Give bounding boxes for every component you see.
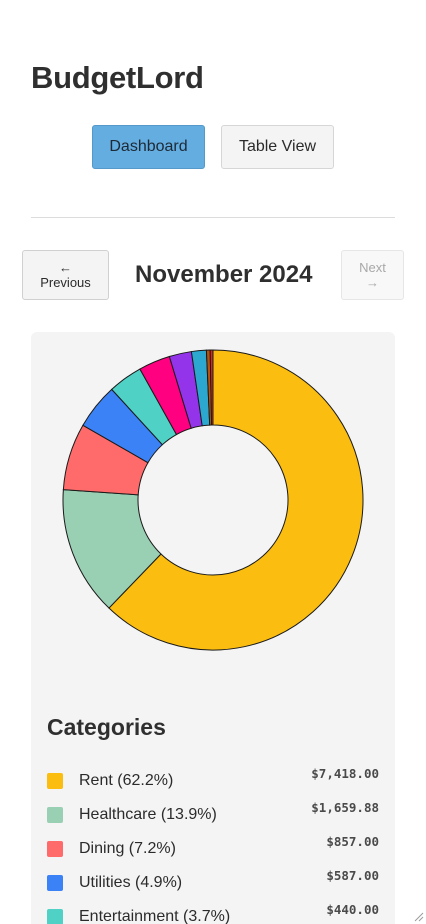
app-title: BudgetLord xyxy=(31,60,204,95)
previous-month-button[interactable]: ← Previous xyxy=(22,250,109,300)
category-row: Rent (62.2%) $7,418.00 xyxy=(47,764,379,798)
resize-grip-icon[interactable] xyxy=(412,910,424,922)
category-swatch xyxy=(47,807,63,823)
category-row: Utilities (4.9%) $587.00 xyxy=(47,866,379,900)
category-swatch xyxy=(47,909,63,924)
category-amount: $440.00 xyxy=(326,902,379,917)
divider xyxy=(31,217,395,218)
next-month-button[interactable]: Next → xyxy=(341,250,404,300)
donut-slice[interactable] xyxy=(209,349,214,426)
next-label: Next xyxy=(359,260,386,275)
dashboard-button[interactable]: Dashboard xyxy=(92,125,205,169)
categories-heading: Categories xyxy=(47,714,166,740)
category-list: Rent (62.2%) $7,418.00 Healthcare (13.9%) $… xyxy=(47,764,379,924)
category-label: Healthcare (13.9%) xyxy=(79,806,217,823)
category-label: Dining (7.2%) xyxy=(79,840,176,857)
category-row: Entertainment (3.7%) $440.00 xyxy=(47,900,379,924)
category-donut-chart xyxy=(62,349,364,651)
category-amount: $1,659.88 xyxy=(311,800,379,815)
category-amount: $587.00 xyxy=(326,868,379,883)
month-title: November 2024 xyxy=(135,261,313,288)
summary-card: Categories Rent (62.2%) $7,418.00 Healthca… xyxy=(31,332,395,924)
category-row: Dining (7.2%) $857.00 xyxy=(47,832,379,866)
arrow-right-icon: → xyxy=(366,275,379,290)
category-row: Healthcare (13.9%) $1,659.88 xyxy=(47,798,379,832)
category-label: Utilities (4.9%) xyxy=(79,874,183,891)
category-swatch xyxy=(47,841,63,857)
category-swatch xyxy=(47,773,63,789)
category-label: Entertainment (3.7%) xyxy=(79,908,231,924)
donut-slice[interactable] xyxy=(108,349,364,651)
previous-label: Previous xyxy=(40,275,91,290)
arrow-left-icon: ← xyxy=(59,260,72,275)
category-swatch xyxy=(47,875,63,891)
table-view-button[interactable]: Table View xyxy=(221,125,334,169)
category-amount: $857.00 xyxy=(326,834,379,849)
category-label: Rent (62.2%) xyxy=(79,772,174,789)
month-navigation: ← Previous November 2024 Next → xyxy=(22,250,404,300)
category-amount: $7,418.00 xyxy=(311,766,379,781)
view-nav: Dashboard Table View xyxy=(92,125,334,169)
